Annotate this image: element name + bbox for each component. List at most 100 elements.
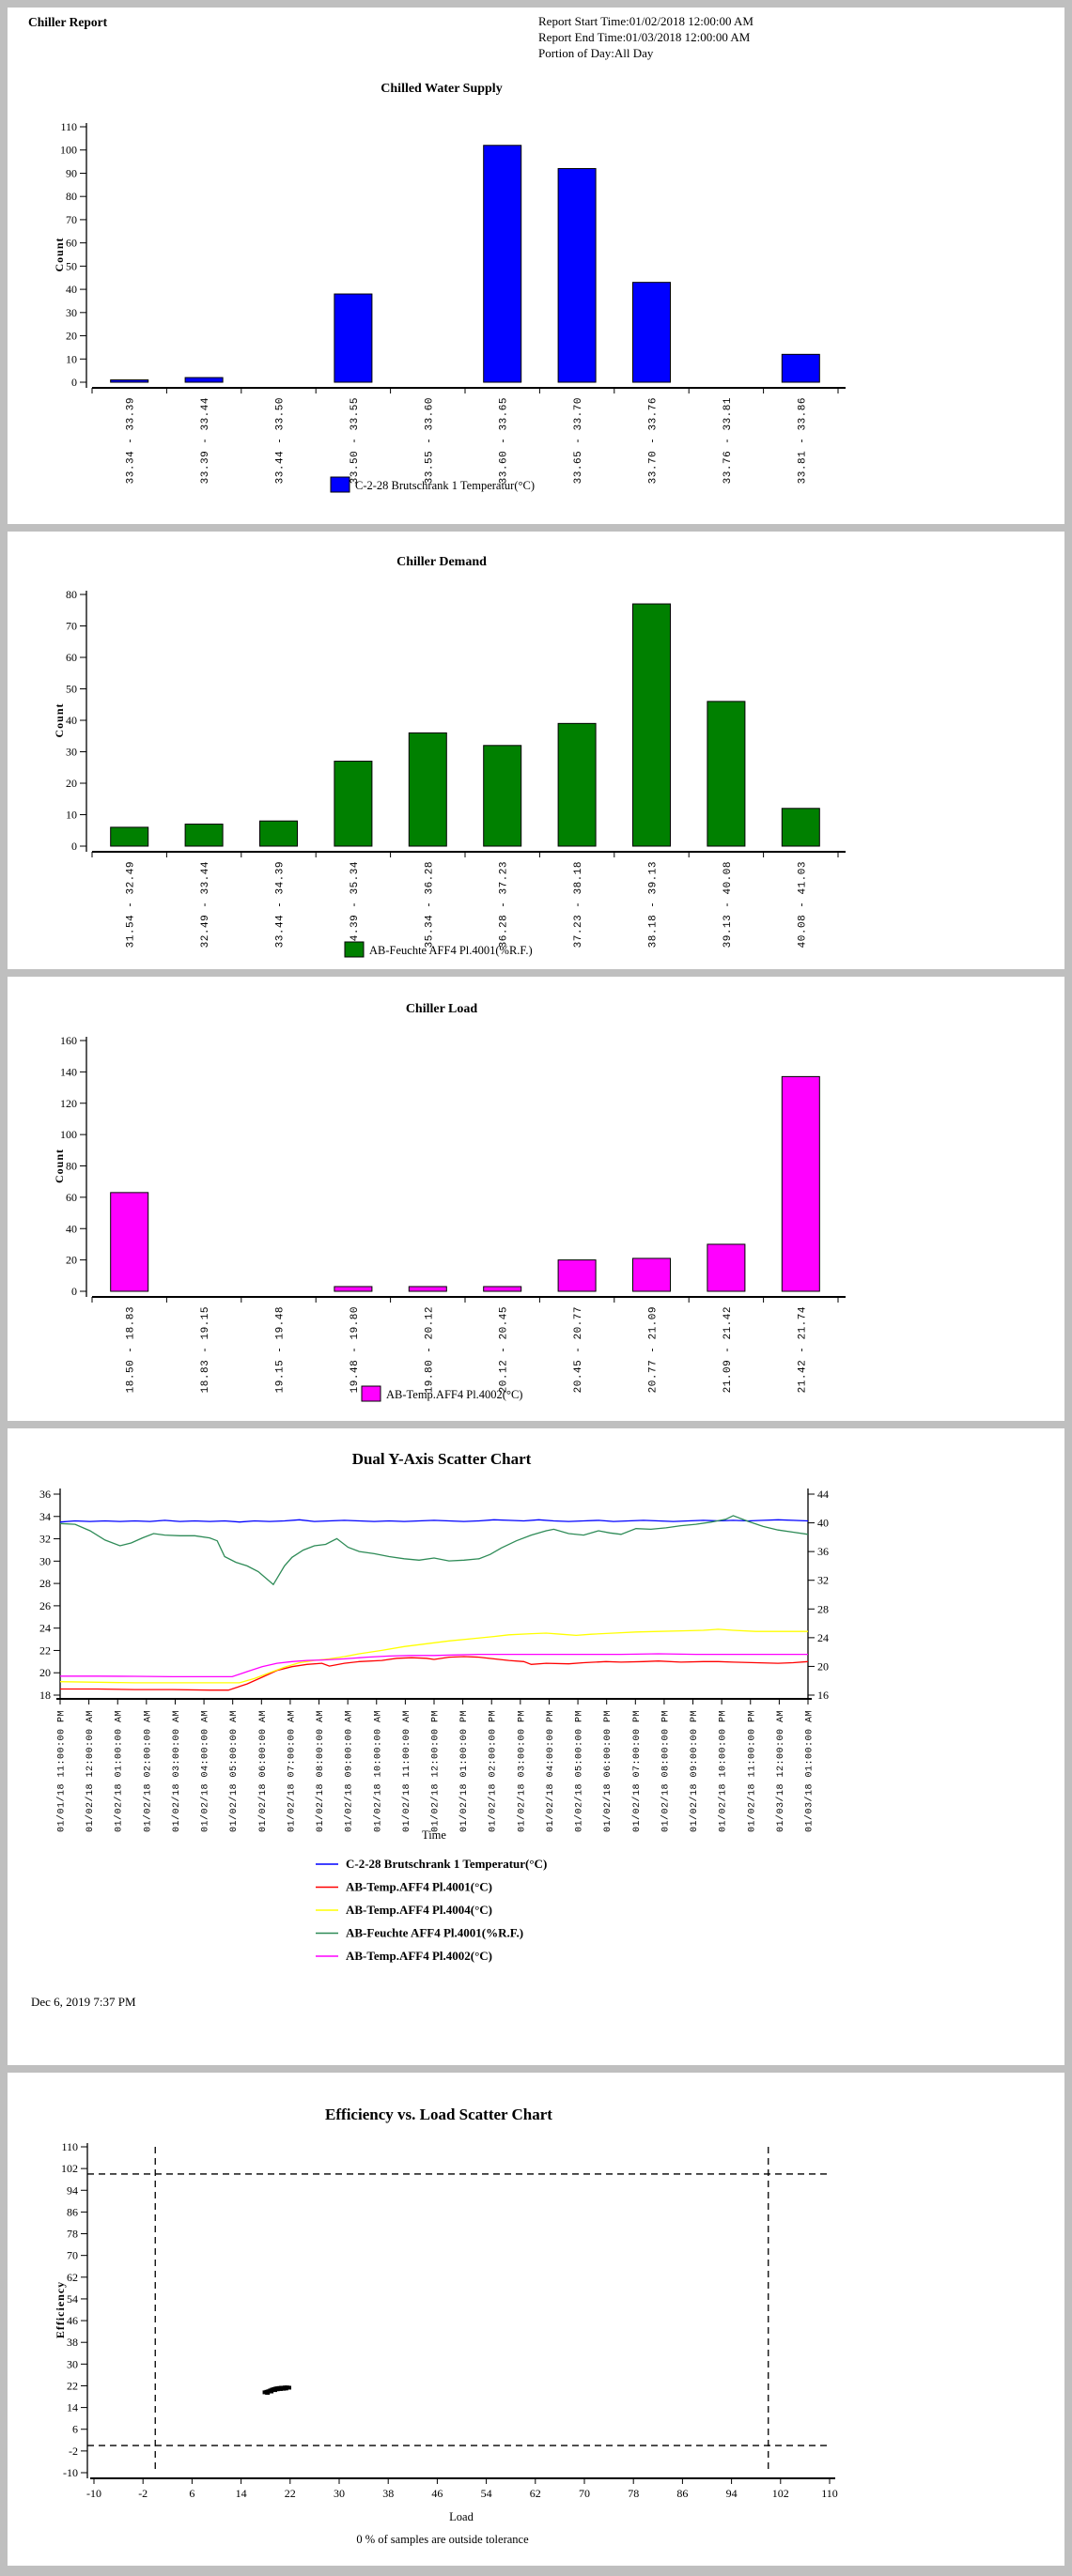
x-axis-label: Load (449, 2510, 474, 2523)
left-y-tick-label: 24 (39, 1622, 51, 1635)
y-tick-label: 50 (66, 683, 77, 696)
x-tick-label: -10 (86, 2487, 101, 2500)
x-category-label: 33.44 - 34.39 (275, 861, 287, 948)
x-category-label: 32.49 - 33.44 (200, 861, 211, 948)
legend-swatch (344, 941, 365, 958)
x-tick-label: 110 (821, 2487, 838, 2500)
chiller-load-chart: Chiller Load Count 0 20 40 60 80 100 120 140 160 18… (53, 1002, 846, 1402)
x-time-label: 01/02/18 08:00:00 AM (315, 1710, 326, 1832)
y-tick-label: 80 (66, 190, 77, 203)
bar (408, 732, 447, 847)
x-time-label: 01/02/18 04:00:00 AM (200, 1710, 211, 1832)
x-time-label: 01/03/18 01:00:00 AM (804, 1710, 816, 1832)
x-category-label: 40.08 - 41.03 (797, 861, 808, 948)
right-y-tick-label: 32 (817, 1574, 829, 1587)
y-tick-label: 0 (71, 376, 77, 389)
report-start-time: Report Start Time:01/02/2018 12:00:00 AM (538, 14, 754, 28)
bar (334, 1286, 373, 1292)
report-info-block: Report Start Time:01/02/2018 12:00:00 AM… (538, 13, 754, 61)
x-time-label: 01/02/18 12:00:00 PM (430, 1710, 442, 1832)
x-category-label: 36.28 - 37.23 (499, 861, 510, 948)
x-tick-label: 46 (431, 2487, 443, 2500)
x-time-label: 01/02/18 09:00:00 AM (344, 1710, 355, 1832)
x-tick-label: 70 (579, 2487, 590, 2500)
x-category-label: 18.83 - 19.15 (200, 1306, 211, 1393)
right-y-tick-label: 28 (817, 1602, 829, 1615)
report-panel-efficiency-load: Efficiency vs. Load Scatter Chart Efficie… (8, 2073, 1064, 2566)
portion-of-day: Portion of Day:All Day (538, 46, 654, 60)
bar (110, 826, 149, 847)
report-page: { "header": { "title": "Chiller Report",… (0, 8, 1072, 2566)
x-category-label: 33.34 - 33.39 (126, 397, 137, 484)
left-y-tick-label: 18 (39, 1689, 51, 1702)
x-category-label: 19.15 - 19.48 (275, 1306, 287, 1393)
y-tick-label: 60 (66, 651, 77, 664)
x-tick-label: 86 (676, 2487, 688, 2500)
series-line (60, 1656, 809, 1691)
y-tick-label: 110 (60, 120, 77, 133)
y-tick-label: 102 (61, 2162, 78, 2175)
bar (557, 1259, 597, 1292)
left-y-tick-label: 26 (39, 1599, 51, 1612)
legend-swatch (330, 476, 350, 493)
x-category-label: 39.13 - 40.08 (722, 861, 734, 948)
x-category-label: 20.77 - 21.09 (648, 1306, 660, 1393)
y-tick-label: 100 (60, 1128, 77, 1141)
x-tick-label: 62 (530, 2487, 541, 2500)
y-axis-label: Efficiency (54, 2281, 67, 2338)
y-tick-label: 120 (60, 1097, 77, 1110)
x-tick-label: 22 (285, 2487, 296, 2500)
y-tick-label: 70 (67, 2249, 78, 2262)
scatter-point (286, 2385, 291, 2390)
x-time-label: 01/03/18 12:00:00 AM (775, 1710, 786, 1832)
bar (334, 761, 373, 847)
x-category-label: 33.60 - 33.65 (499, 397, 510, 484)
chart-title: Chiller Demand (396, 555, 487, 569)
x-category-label: 18.50 - 18.83 (126, 1306, 137, 1393)
x-time-label: 01/02/18 08:00:00 PM (660, 1710, 671, 1832)
legend-label: AB-Feuchte AFF4 Pl.4001(%R.F.) (369, 944, 533, 957)
bar (781, 353, 820, 383)
y-tick-label: 30 (66, 746, 77, 759)
report-panel-chiller-load: Chiller Load Count 0 20 40 60 80 100 120 140 160 18… (8, 977, 1064, 1421)
x-category-label: 33.50 - 33.55 (350, 397, 361, 484)
right-y-tick-label: 20 (817, 1659, 829, 1673)
legend-swatch (361, 1385, 381, 1402)
y-tick-label: 140 (60, 1065, 77, 1078)
x-time-label: 01/02/18 11:00:00 PM (746, 1710, 757, 1832)
x-tick-label: 78 (628, 2487, 639, 2500)
y-tick-label: 30 (66, 306, 77, 319)
bar (557, 168, 597, 383)
right-y-tick-label: 40 (817, 1517, 829, 1530)
x-tick-label: 6 (189, 2487, 194, 2500)
y-tick-label: 46 (67, 2314, 78, 2327)
y-axis-label: Count (53, 237, 66, 271)
chart-title: Chiller Load (406, 1002, 478, 1016)
y-tick-label: 40 (66, 1222, 77, 1235)
chart-title: Dual Y-Axis Scatter Chart (352, 1450, 532, 1468)
legend-label: AB-Temp.AFF4 Pl.4002(°C) (346, 1949, 492, 1963)
y-axis-label: Count (53, 1149, 66, 1183)
bar (632, 282, 671, 383)
y-tick-label: 54 (67, 2292, 78, 2306)
x-time-label: 01/02/18 06:00:00 AM (257, 1710, 269, 1832)
y-tick-label: -2 (69, 2445, 78, 2458)
report-panel-dual-y-axis: Dual Y-Axis Scatter Chart 18 20 22 24 26 28 30 3… (8, 1428, 1064, 2065)
x-time-label: 01/02/18 01:00:00 PM (458, 1710, 470, 1832)
y-tick-label: 22 (67, 2379, 78, 2392)
x-category-label: 21.42 - 21.74 (797, 1306, 808, 1393)
y-tick-label: 20 (66, 777, 77, 790)
report-end-time: Report End Time:01/03/2018 12:00:00 AM (538, 30, 751, 44)
y-tick-label: 10 (66, 809, 77, 822)
bar (557, 722, 597, 847)
dual-y-axis-scatter-chart: Dual Y-Axis Scatter Chart 18 20 22 24 26 28 30 3… (39, 1450, 829, 1963)
x-time-label: 01/02/18 03:00:00 AM (171, 1710, 182, 1832)
efficiency-load-scatter-chart: Efficiency vs. Load Scatter Chart Efficie… (54, 2106, 838, 2546)
bar (184, 377, 224, 383)
bar (483, 1286, 522, 1292)
scatter-point (274, 2387, 280, 2392)
x-time-label: 01/02/18 02:00:00 PM (488, 1710, 499, 1832)
y-tick-label: 80 (66, 1160, 77, 1173)
series-line (59, 1515, 809, 1586)
y-tick-label: 38 (67, 2336, 78, 2349)
